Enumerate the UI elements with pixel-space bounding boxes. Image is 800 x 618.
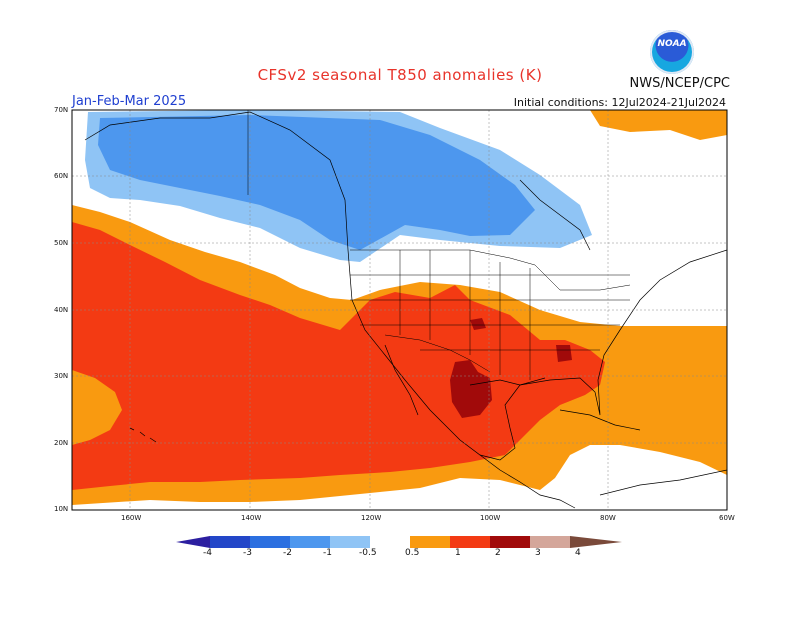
colorbar-label: -0.5	[359, 548, 377, 558]
colorbar-swatch	[210, 536, 250, 548]
colorbar-label: -2	[283, 548, 292, 558]
very-warm-core	[450, 360, 492, 418]
warm-region	[72, 222, 605, 490]
state-lines-2	[350, 274, 630, 351]
lat-label: 70N	[54, 106, 69, 114]
coastline-central-america	[479, 454, 576, 509]
lon-label: 60W	[719, 514, 735, 522]
coastline-layer	[84, 111, 727, 509]
initial-conditions-label: Initial conditions: 12Jul2024-21Jul2024	[513, 96, 726, 109]
lon-label: 160W	[121, 514, 142, 522]
border-layer	[247, 110, 631, 380]
colorbar	[176, 536, 622, 548]
colorbar-label: -3	[243, 548, 252, 558]
lon-label: 140W	[241, 514, 262, 522]
cool-region	[98, 115, 535, 250]
very-warm-spot-3	[556, 345, 572, 362]
colorbar-left-tip	[176, 536, 210, 548]
lat-label: 60N	[54, 172, 69, 180]
lat-label: 30N	[54, 372, 69, 380]
very-warm-spot-2	[470, 318, 486, 330]
lon-label: 120W	[361, 514, 382, 522]
lon-label: 80W	[600, 514, 616, 522]
colorbar-swatch	[330, 536, 370, 548]
lat-label: 50N	[54, 239, 69, 247]
state-lines-1	[399, 250, 531, 380]
noaa-logo-text: NOAA	[657, 39, 687, 49]
coastline-baja	[384, 344, 419, 416]
colorbar-swatch	[450, 536, 490, 548]
hawaii-islands	[129, 427, 157, 443]
colorbar-swatch	[370, 536, 410, 548]
coastline-hudson	[519, 179, 591, 251]
map-frame	[71, 109, 728, 511]
mild-warm-lobe-west	[72, 370, 122, 445]
coastline-gulf	[469, 377, 546, 386]
colorbar-swatch	[250, 536, 290, 548]
colorbar-swatch	[530, 536, 570, 548]
colorbar-swatch	[290, 536, 330, 548]
lat-label: 40N	[54, 306, 69, 314]
noaa-logo	[650, 30, 694, 74]
colorbar-label: -1	[323, 548, 332, 558]
colorbar-label: 0.5	[405, 548, 420, 558]
mild-warm-region-ne	[590, 110, 727, 140]
colorbar-right-tip	[570, 536, 622, 548]
colorbar-label: 1	[455, 548, 461, 558]
lat-label: 20N	[54, 439, 69, 447]
colorbar-label: 2	[495, 548, 501, 558]
coastline-north-america	[84, 111, 727, 461]
season-label: Jan-Feb-Mar 2025	[72, 94, 187, 109]
border-us-canada	[350, 249, 631, 291]
organization-label: NWS/NCEP/CPC	[629, 76, 730, 91]
lon-label: 100W	[480, 514, 501, 522]
colorbar-label: 3	[535, 548, 541, 558]
colorbar-swatch	[410, 536, 450, 548]
lat-label: 10N	[54, 505, 69, 513]
colorbar-label: -4	[203, 548, 212, 558]
map-title: CFSv2 seasonal T850 anomalies (K)	[257, 66, 543, 84]
coastline-south-america	[599, 469, 727, 496]
coastline-cuba	[559, 409, 641, 431]
colorbar-label: 4	[575, 548, 581, 558]
colorbar-swatch	[490, 536, 530, 548]
grid-layer	[72, 110, 727, 510]
